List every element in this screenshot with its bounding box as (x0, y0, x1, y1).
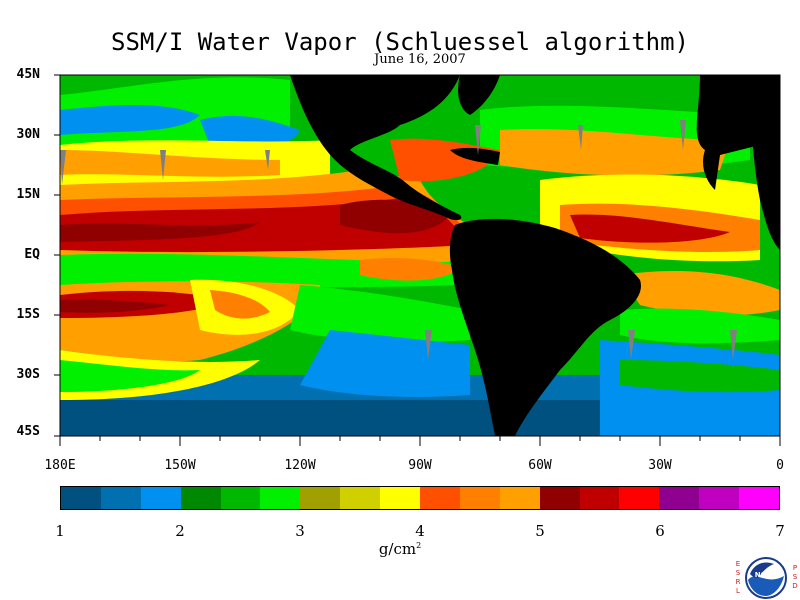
map-date: June 16, 2007 (374, 52, 466, 67)
lon-label-90w: 90W (408, 458, 432, 473)
logo-letter-e: E (735, 560, 741, 568)
lat-label-30n: 30N (16, 127, 40, 142)
esrl-psd-logo[interactable]: E S R L NOAA P S D (735, 556, 799, 600)
map-field (60, 75, 780, 436)
lat-label-15s: 15S (16, 307, 40, 322)
units-text: g/cm (378, 540, 417, 558)
colorbar-label-1: 1 (55, 522, 65, 540)
logo-letter-d: D (792, 582, 798, 590)
lon-label-0: 0 (776, 458, 784, 473)
units-exponent: 2 (416, 541, 422, 550)
axis-ticks (54, 74, 781, 446)
colorbar-swatch-11 (459, 487, 500, 509)
land-masses (290, 75, 780, 436)
logo-letter-s: S (735, 569, 741, 577)
logo-letter-s2: S (792, 573, 798, 581)
colorbar-swatch-1 (61, 487, 101, 509)
colorbar-label-2: 2 (175, 522, 185, 540)
color-bar (60, 486, 780, 510)
no-data-swaths (60, 120, 737, 360)
colorbar-swatch-5 (220, 487, 261, 509)
colorbar-swatch-8 (340, 487, 381, 509)
noaa-badge-text: NOAA (755, 571, 778, 579)
logo-letter-l: L (736, 587, 740, 595)
logo-letter-p: P (792, 564, 798, 572)
colorbar-swatch-6 (260, 487, 301, 509)
colorbar-swatch-14 (579, 487, 620, 509)
lat-label-30s: 30S (16, 367, 40, 382)
lon-label-150w: 150W (164, 458, 196, 473)
lon-label-180e: 180E (44, 458, 76, 473)
noaa-seal-icon: NOAA (745, 557, 787, 599)
colorbar-label-4: 4 (415, 522, 425, 540)
colorbar-swatch-17 (699, 487, 740, 509)
colorbar-label-3: 3 (295, 522, 305, 540)
lon-label-60w: 60W (528, 458, 552, 473)
logo-letter-r: R (735, 578, 741, 586)
units-label: g/cm2 (370, 540, 430, 558)
colorbar-label-6: 6 (655, 522, 665, 540)
map-title: SSM/I Water Vapor (Schluessel algorithm) (111, 28, 689, 56)
colorbar-swatch-2 (100, 487, 141, 509)
colorbar-swatch-10 (420, 487, 460, 509)
colorbar-swatch-12 (499, 487, 540, 509)
colorbar-label-5: 5 (535, 522, 545, 540)
lon-label-30w: 30W (648, 458, 672, 473)
colorbar-swatch-4 (180, 487, 221, 509)
colorbar-swatch-3 (140, 487, 181, 509)
colorbar-swatch-13 (539, 487, 580, 509)
lat-label-45n: 45N (16, 67, 40, 82)
colorbar-swatch-7 (300, 487, 341, 509)
colorbar-swatch-15 (619, 487, 660, 509)
colorbar-label-7: 7 (775, 522, 785, 540)
colorbar-swatch-16 (659, 487, 700, 509)
lon-label-120w: 120W (284, 458, 316, 473)
colorbar-swatch-18 (739, 487, 780, 509)
lat-label-45s: 45S (16, 424, 40, 439)
colorbar-swatch-9 (380, 487, 421, 509)
lat-label-eq: EQ (24, 247, 40, 262)
lat-label-15n: 15N (16, 187, 40, 202)
